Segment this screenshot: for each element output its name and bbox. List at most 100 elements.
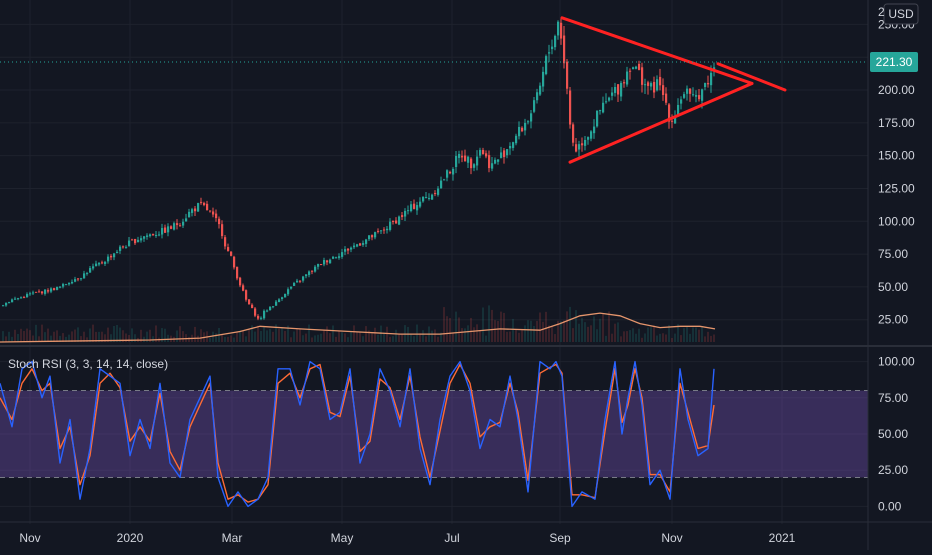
volume-bar <box>410 334 412 342</box>
volume-bar <box>23 331 25 342</box>
candle-body <box>188 211 191 218</box>
candle-body <box>563 35 566 64</box>
extension-trendline[interactable] <box>716 62 787 92</box>
candle-body <box>683 94 686 98</box>
candle-body <box>668 104 671 122</box>
candle-body <box>608 97 611 101</box>
volume-bar <box>644 333 646 342</box>
volume-bar <box>434 329 436 342</box>
volume-bar <box>50 335 52 342</box>
candle-body <box>491 163 494 169</box>
volume-bar <box>572 328 574 342</box>
candle-body <box>515 135 518 144</box>
candle-body <box>47 290 50 292</box>
volume-bar <box>161 328 163 342</box>
candle-body <box>320 264 323 266</box>
volume-bar <box>419 333 421 342</box>
candle-body <box>569 90 572 125</box>
volume-bar <box>530 320 532 342</box>
volume-bar <box>311 337 313 342</box>
volume-bar <box>383 332 385 342</box>
volume-bar <box>482 307 484 342</box>
volume-bar <box>26 328 28 342</box>
candle-body <box>566 61 569 89</box>
volume-bar <box>395 329 397 342</box>
volume-bar <box>335 336 337 342</box>
volume-bar <box>8 331 10 342</box>
candle-body <box>626 71 629 85</box>
volume-bar <box>491 309 493 342</box>
volume-bar <box>671 337 673 342</box>
candle-body <box>347 248 350 251</box>
currency-label[interactable]: USD <box>888 7 914 21</box>
candle-body <box>659 76 662 86</box>
lower-trendline[interactable] <box>568 81 754 164</box>
x-tick-label: Nov <box>19 531 40 545</box>
volume-bar <box>377 334 379 342</box>
candle-body <box>80 278 83 280</box>
volume-bar <box>296 328 298 342</box>
volume-bar <box>140 329 142 342</box>
volume-bar <box>290 337 292 342</box>
candle-body <box>185 218 188 222</box>
candle-body <box>527 121 530 123</box>
candle-body <box>341 252 344 257</box>
volume-bar <box>323 329 325 342</box>
volume-bar <box>14 329 16 342</box>
volume-bar <box>80 336 82 342</box>
candle-body <box>152 234 155 236</box>
candle-body <box>146 235 149 237</box>
candle-body <box>395 220 398 224</box>
volume-bar <box>74 329 76 342</box>
volume-bar <box>425 336 427 342</box>
volume-bar <box>518 332 520 342</box>
upper-trendline[interactable] <box>560 16 754 85</box>
volume-bar <box>353 325 355 342</box>
candle-body <box>302 276 305 281</box>
candle-body <box>77 278 80 280</box>
x-tick-label: May <box>331 531 354 545</box>
candle-body <box>281 297 284 299</box>
volume-bar <box>677 324 679 342</box>
candle-body <box>38 291 41 293</box>
price-tick-label: 75.00 <box>878 247 908 261</box>
stoch-rsi-title[interactable]: Stoch RSI (3, 3, 14, 14, close) <box>8 357 169 371</box>
candle-body <box>179 225 182 227</box>
price-tick-label: 175.00 <box>878 116 915 130</box>
volume-bar <box>575 310 577 342</box>
candle-body <box>542 71 545 87</box>
volume-bar <box>98 331 100 342</box>
volume-bar <box>86 337 88 342</box>
volume-bar <box>479 330 481 342</box>
rsi-tick-label: 75.00 <box>878 391 908 405</box>
volume-bar <box>455 311 457 342</box>
volume-bar <box>554 334 556 342</box>
candle-body <box>296 280 299 283</box>
candle-body <box>461 155 464 158</box>
candle-body <box>638 63 641 70</box>
volume-bar <box>317 334 319 342</box>
volume-bar <box>347 337 349 342</box>
volume-bar <box>506 331 508 342</box>
candle-body <box>410 204 413 212</box>
volume-bar <box>392 336 394 342</box>
candle-body <box>641 67 644 85</box>
candle-body <box>431 194 434 200</box>
currency-button[interactable] <box>883 3 919 25</box>
candle-body <box>41 291 44 294</box>
volume-bar <box>650 327 652 342</box>
candle-body <box>695 95 698 97</box>
price-tick-label: 50.00 <box>878 280 908 294</box>
candle-body <box>206 203 209 211</box>
volume-bar <box>59 335 61 342</box>
candle-body <box>389 221 392 230</box>
volume-bar <box>53 331 55 342</box>
volume-bar <box>536 320 538 342</box>
candle-body <box>494 159 497 164</box>
candle-body <box>422 196 425 202</box>
volume-bar <box>374 327 376 342</box>
candle-body <box>209 210 212 212</box>
candle-body <box>137 239 140 243</box>
triangle-trendlines[interactable] <box>560 16 787 164</box>
candle-body <box>380 230 383 232</box>
